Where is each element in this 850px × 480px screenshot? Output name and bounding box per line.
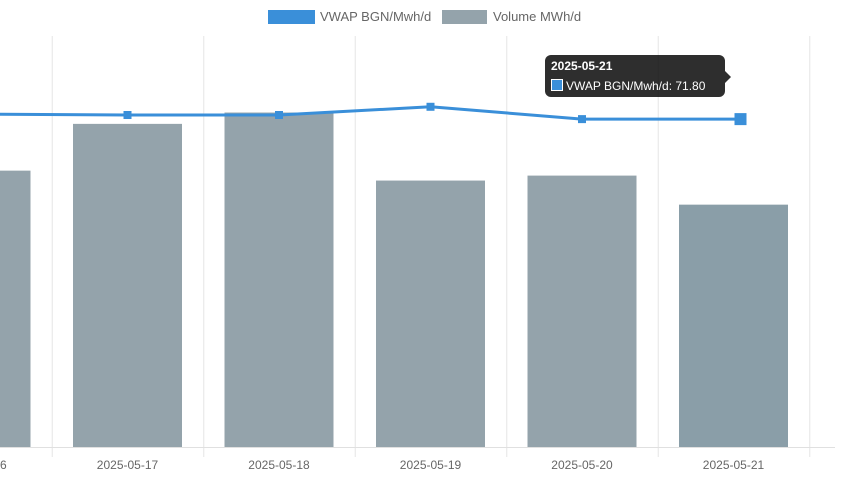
tooltip-title: 2025-05-21 bbox=[551, 59, 613, 73]
vwap-point[interactable] bbox=[123, 111, 132, 120]
tooltip-label: VWAP BGN/Mwh/d: 71.80 bbox=[566, 79, 706, 93]
vwap-line bbox=[0, 105, 741, 121]
volume-bars bbox=[0, 112, 788, 448]
x-tick-label: 2025-05-18 bbox=[248, 458, 310, 472]
grid-lines bbox=[0, 36, 835, 457]
volume-bar[interactable] bbox=[376, 180, 485, 447]
vwap-point[interactable] bbox=[275, 111, 283, 120]
volume-bar[interactable] bbox=[679, 204, 788, 447]
vwap-line-layer bbox=[0, 102, 747, 126]
x-tick-label: 2025-05-19 bbox=[400, 458, 462, 472]
x-tick-label: 2025-05-20 bbox=[551, 458, 613, 472]
vwap-point[interactable] bbox=[426, 102, 435, 111]
volume-bar[interactable] bbox=[0, 170, 31, 447]
x-tick-label: 2025-05-21 bbox=[703, 458, 765, 472]
vwap-point[interactable] bbox=[578, 115, 586, 124]
legend[interactable]: VWAP BGN/Mwh/d Volume MWh/d bbox=[268, 9, 581, 24]
x-tick-label: 6 bbox=[0, 458, 7, 472]
x-axis-ticks: 6 2025-05-17 2025-05-18 2025-05-19 2025-05-2… bbox=[0, 458, 765, 472]
volume-bar[interactable] bbox=[73, 123, 182, 448]
legend-swatch-volume[interactable] bbox=[442, 10, 487, 24]
tooltip-caret bbox=[725, 71, 731, 83]
tooltip-swatch bbox=[551, 79, 563, 91]
vwap-point[interactable] bbox=[734, 113, 747, 126]
tooltip-row: VWAP BGN/Mwh/d: 71.80 bbox=[551, 79, 705, 93]
volume-bar[interactable] bbox=[224, 112, 334, 447]
x-tick-label: 2025-05-17 bbox=[97, 458, 159, 472]
tooltip: 2025-05-21 VWAP BGN/Mwh/d: 71.80 bbox=[545, 55, 731, 97]
legend-swatch-vwap[interactable] bbox=[268, 10, 315, 24]
legend-label-vwap[interactable]: VWAP BGN/Mwh/d bbox=[320, 9, 431, 24]
volume-bar[interactable] bbox=[527, 175, 637, 448]
legend-label-volume[interactable]: Volume MWh/d bbox=[493, 9, 581, 24]
